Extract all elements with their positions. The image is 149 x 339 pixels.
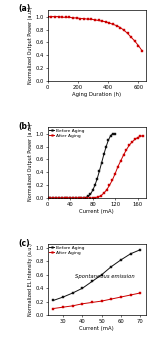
Before Aging (139, 248, 141, 252)
Before Aging (55, 196, 57, 200)
After Aging (139, 291, 141, 295)
After Aging (78, 196, 79, 200)
Before Aging (110, 264, 112, 268)
After Aging (117, 164, 119, 168)
Before Aging (96, 177, 98, 181)
After Aging (50, 196, 51, 200)
Before Aging (69, 196, 71, 200)
Before Aging (87, 194, 89, 198)
After Aging (92, 196, 94, 200)
After Aging (120, 159, 122, 163)
After Aging (120, 295, 122, 299)
After Aging (110, 297, 112, 301)
After Aging (72, 196, 74, 200)
Before Aging (62, 295, 64, 299)
Before Aging (114, 132, 116, 136)
After Aging (95, 196, 96, 200)
Before Aging (66, 196, 68, 200)
After Aging (62, 305, 64, 309)
After Aging (131, 140, 133, 144)
After Aging (101, 299, 103, 303)
Before Aging (105, 144, 107, 148)
Line: Before Aging: Before Aging (47, 133, 116, 199)
Before Aging (80, 196, 82, 200)
Before Aging (91, 279, 93, 283)
After Aging (111, 178, 113, 182)
X-axis label: Current (mA): Current (mA) (79, 209, 114, 214)
After Aging (134, 138, 136, 142)
Text: (c): (c) (18, 239, 30, 248)
Line: After Aging: After Aging (47, 135, 144, 199)
X-axis label: Aging Duration (h): Aging Duration (h) (72, 92, 121, 97)
Before Aging (103, 152, 105, 156)
After Aging (52, 196, 54, 200)
After Aging (69, 196, 71, 200)
Text: (b): (b) (18, 122, 31, 131)
Before Aging (72, 291, 74, 295)
Before Aging (50, 196, 51, 200)
After Aging (137, 136, 138, 140)
After Aging (125, 148, 127, 152)
After Aging (128, 143, 130, 147)
Line: Before Aging: Before Aging (52, 249, 141, 301)
After Aging (106, 188, 108, 192)
After Aging (72, 304, 74, 308)
Text: (a): (a) (18, 4, 30, 14)
Before Aging (47, 196, 49, 200)
After Aging (91, 300, 93, 304)
X-axis label: Current (mA): Current (mA) (79, 326, 114, 331)
After Aging (142, 134, 144, 138)
After Aging (83, 196, 85, 200)
Before Aging (72, 196, 74, 200)
After Aging (64, 196, 65, 200)
Before Aging (101, 273, 103, 277)
Line: After Aging: After Aging (52, 292, 141, 310)
After Aging (97, 195, 99, 199)
Before Aging (101, 161, 103, 165)
After Aging (89, 196, 91, 200)
Y-axis label: Normalized Output Power (a.u.): Normalized Output Power (a.u.) (28, 7, 33, 84)
After Aging (86, 196, 88, 200)
Before Aging (82, 286, 83, 290)
After Aging (53, 306, 54, 311)
Y-axis label: Normalized EL Intensity (a.u.): Normalized EL Intensity (a.u.) (28, 243, 33, 316)
Before Aging (61, 196, 63, 200)
After Aging (123, 153, 124, 157)
Before Aging (52, 196, 54, 200)
Before Aging (94, 183, 96, 187)
After Aging (55, 196, 57, 200)
Before Aging (64, 196, 65, 200)
After Aging (103, 191, 105, 195)
Before Aging (98, 169, 100, 173)
Legend: Before Aging, After Aging: Before Aging, After Aging (49, 128, 85, 138)
Before Aging (83, 196, 85, 200)
After Aging (114, 172, 116, 176)
Y-axis label: Normalized Output Power (a.u.): Normalized Output Power (a.u.) (28, 124, 33, 201)
Before Aging (90, 192, 91, 196)
Before Aging (85, 196, 87, 200)
Before Aging (112, 132, 114, 136)
Legend: Before Aging, After Aging: Before Aging, After Aging (49, 245, 85, 255)
Before Aging (75, 196, 77, 200)
Before Aging (92, 188, 94, 193)
After Aging (80, 196, 82, 200)
After Aging (82, 302, 83, 306)
After Aging (130, 293, 131, 297)
Before Aging (78, 196, 79, 200)
Before Aging (53, 298, 54, 302)
After Aging (66, 196, 68, 200)
Before Aging (58, 196, 60, 200)
Before Aging (110, 134, 111, 138)
Before Aging (120, 258, 122, 262)
Before Aging (107, 138, 109, 142)
After Aging (58, 196, 60, 200)
After Aging (109, 183, 110, 187)
After Aging (75, 196, 77, 200)
After Aging (61, 196, 63, 200)
After Aging (47, 196, 49, 200)
After Aging (139, 134, 141, 138)
After Aging (100, 194, 102, 198)
Text: Spontaneous emission: Spontaneous emission (75, 274, 135, 279)
Before Aging (130, 252, 131, 256)
